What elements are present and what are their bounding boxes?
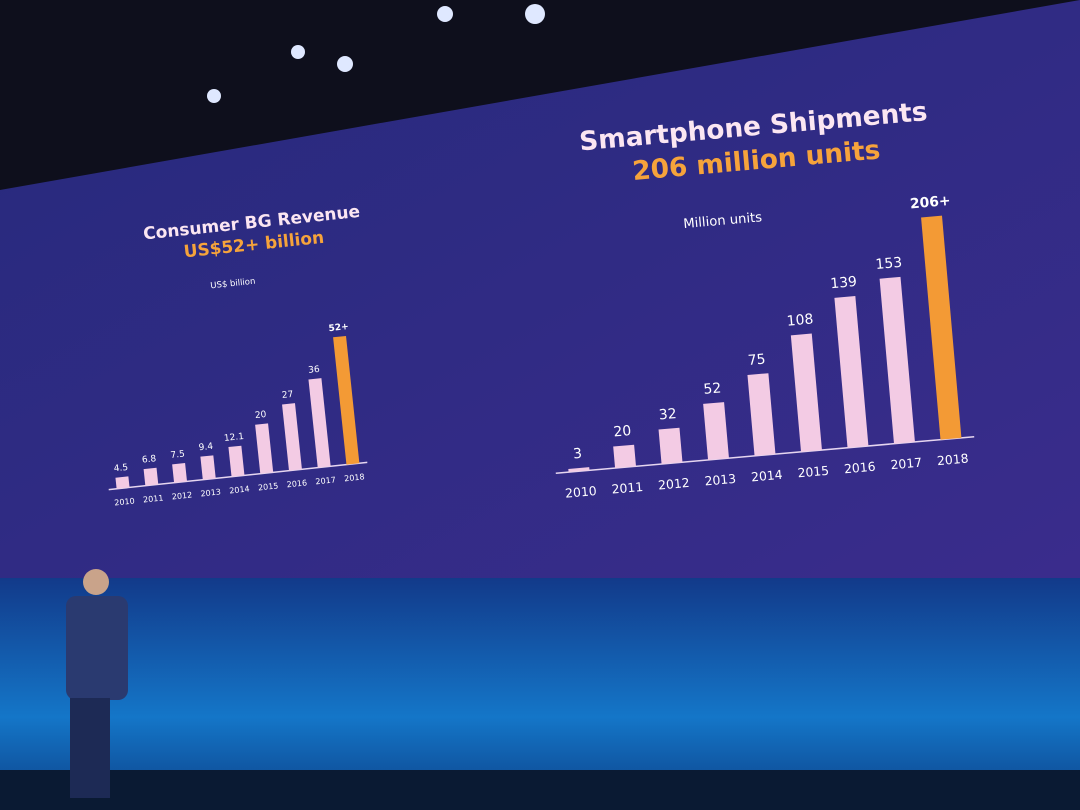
value-label: 108 (786, 311, 814, 329)
x-tick-label: 2011 (143, 493, 164, 504)
speaker (66, 569, 128, 798)
value-label: 12.1 (224, 432, 245, 444)
bar (568, 467, 590, 473)
bar (115, 476, 130, 489)
bar (921, 215, 962, 440)
bar (228, 445, 245, 477)
bar (282, 403, 302, 471)
value-label: 75 (747, 351, 766, 368)
value-label: 9.4 (198, 442, 214, 453)
x-tick-label: 2010 (114, 496, 135, 507)
bar (200, 455, 216, 480)
value-label: 52+ (328, 322, 349, 334)
value-label: 153 (875, 255, 903, 273)
value-label: 32 (658, 406, 677, 423)
x-tick-label: 2016 (843, 459, 876, 477)
bar (308, 378, 331, 468)
bar (658, 427, 683, 465)
unit-label: US$ billion (210, 277, 256, 292)
x-tick-label: 2018 (344, 472, 365, 483)
x-tick-label: 2013 (704, 471, 737, 489)
x-tick-label: 2011 (611, 479, 644, 497)
x-tick-label: 2017 (890, 455, 923, 473)
value-label: 27 (281, 390, 293, 401)
bar (143, 467, 159, 486)
x-tick-label: 2012 (171, 490, 192, 501)
x-tick-label: 2018 (936, 450, 969, 468)
bar (747, 373, 776, 456)
value-label: 36 (308, 365, 321, 376)
bar (255, 423, 274, 474)
bar (790, 333, 822, 452)
value-label: 4.5 (113, 463, 128, 474)
bar (172, 462, 188, 483)
bar (879, 276, 915, 444)
x-tick-label: 2015 (797, 463, 830, 481)
x-tick-label: 2015 (258, 481, 279, 492)
x-tick-label: 2010 (564, 483, 597, 501)
bar (703, 402, 729, 460)
value-label: 206+ (909, 193, 951, 212)
x-tick-label: 2016 (286, 478, 307, 489)
bar (834, 296, 869, 448)
value-label: 20 (254, 410, 267, 421)
stage-floor (0, 770, 1080, 810)
x-tick-label: 2017 (315, 475, 336, 486)
unit-label: Million units (683, 210, 763, 232)
value-label: 139 (830, 274, 858, 292)
lights (207, 4, 545, 103)
bar (613, 444, 636, 469)
x-tick-label: 2012 (657, 475, 690, 493)
value-label: 3 (572, 446, 582, 463)
value-label: 7.5 (170, 450, 185, 461)
x-tick-label: 2014 (229, 484, 250, 495)
value-label: 6.8 (142, 454, 158, 465)
value-label: 52 (703, 380, 722, 397)
x-tick-label: 2013 (200, 487, 221, 498)
bar (333, 335, 360, 465)
x-tick-label: 2014 (750, 467, 783, 485)
value-label: 20 (613, 423, 632, 440)
